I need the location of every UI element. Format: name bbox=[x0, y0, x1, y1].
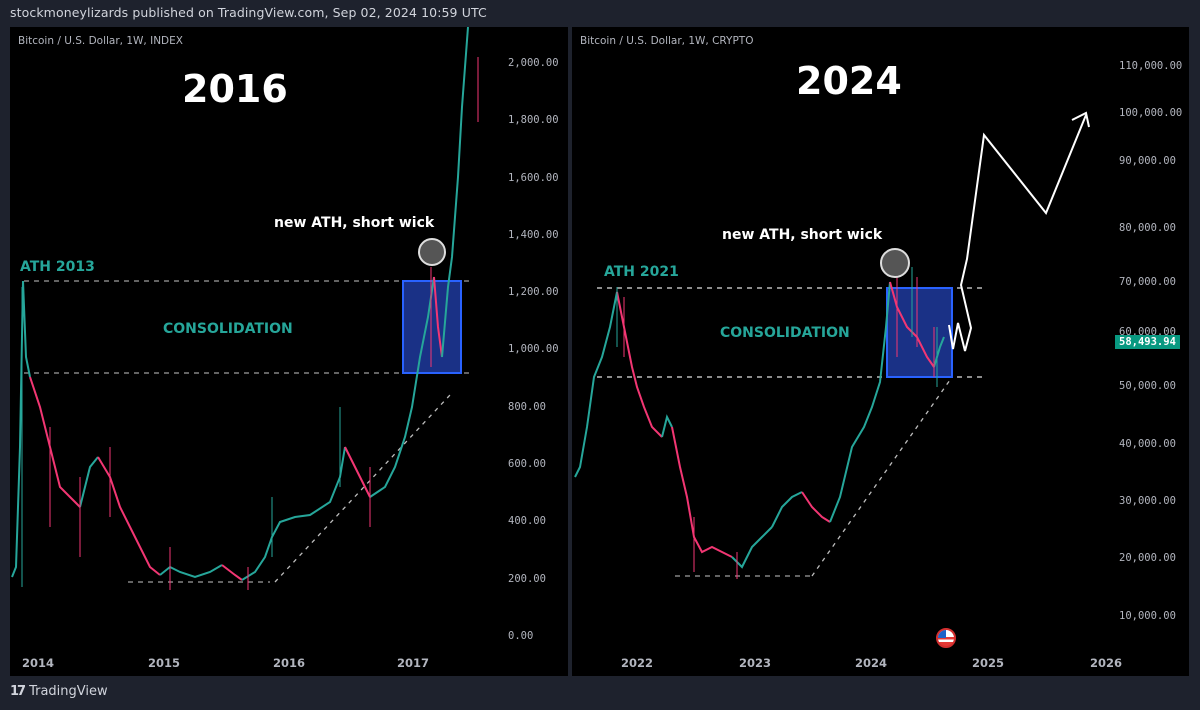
y-tick: 110,000.00 bbox=[1119, 60, 1183, 72]
y-tick: 200.00 bbox=[508, 573, 546, 585]
x-tick: 2016 bbox=[273, 656, 306, 670]
x-tick: 2024 bbox=[855, 656, 888, 670]
new-ath-label: new ATH, short wick bbox=[274, 215, 435, 231]
year-title: 2016 bbox=[182, 67, 288, 111]
ath-label: ATH 2021 bbox=[604, 264, 679, 280]
arrow-head bbox=[1071, 111, 1090, 128]
symbol-label: Bitcoin / U.S. Dollar, 1W, INDEX bbox=[18, 35, 183, 47]
x-tick: 2015 bbox=[148, 656, 181, 670]
candlestick-chart-2016[interactable] bbox=[10, 27, 568, 676]
new-ath-circle bbox=[880, 248, 910, 278]
y-tick: 800.00 bbox=[508, 401, 546, 413]
x-tick: 2025 bbox=[972, 656, 1005, 670]
us-flag-event-icon[interactable] bbox=[936, 628, 956, 648]
y-tick: 40,000.00 bbox=[1119, 438, 1176, 450]
y-tick: 400.00 bbox=[508, 515, 546, 527]
ath-label: ATH 2013 bbox=[20, 259, 95, 275]
y-tick: 1,600.00 bbox=[508, 172, 559, 184]
x-tick: 2014 bbox=[22, 656, 55, 670]
x-tick: 2022 bbox=[621, 656, 654, 670]
y-tick: 70,000.00 bbox=[1119, 276, 1176, 288]
y-tick: 50,000.00 bbox=[1119, 380, 1176, 392]
y-tick: 1,200.00 bbox=[508, 286, 559, 298]
y-tick: 1,400.00 bbox=[508, 229, 559, 241]
y-tick: 10,000.00 bbox=[1119, 610, 1176, 622]
chart-panel-2024[interactable]: Bitcoin / U.S. Dollar, 1W, CRYPTO 2024 A… bbox=[572, 27, 1189, 676]
y-tick: 0.00 bbox=[508, 630, 534, 642]
x-tick: 2026 bbox=[1090, 656, 1123, 670]
last-price-tag: 58,493.94 bbox=[1115, 335, 1180, 349]
chart-panel-2016[interactable]: Bitcoin / U.S. Dollar, 1W, INDEX 2016 AT… bbox=[10, 27, 568, 676]
y-tick: 600.00 bbox=[508, 458, 546, 470]
y-tick: 2,000.00 bbox=[508, 57, 559, 69]
y-tick: 30,000.00 bbox=[1119, 495, 1176, 507]
x-tick: 2023 bbox=[739, 656, 772, 670]
year-title: 2024 bbox=[796, 59, 902, 103]
publish-header: stockmoneylizards published on TradingVi… bbox=[10, 5, 487, 20]
consolidation-label: CONSOLIDATION bbox=[720, 325, 850, 341]
y-tick: 100,000.00 bbox=[1119, 107, 1183, 119]
projection-path bbox=[948, 114, 1087, 352]
footer-branding[interactable]: 17 TradingView bbox=[10, 684, 108, 699]
y-tick: 80,000.00 bbox=[1119, 222, 1176, 234]
tradingview-logo-icon: 17 bbox=[10, 684, 26, 699]
y-tick: 90,000.00 bbox=[1119, 155, 1176, 167]
x-tick: 2017 bbox=[397, 656, 430, 670]
new-ath-circle bbox=[418, 238, 446, 266]
y-tick: 20,000.00 bbox=[1119, 552, 1176, 564]
y-tick: 1,000.00 bbox=[508, 343, 559, 355]
consolidation-label: CONSOLIDATION bbox=[163, 321, 293, 337]
candlestick-chart-2024[interactable] bbox=[572, 27, 1189, 676]
tradingview-brand: TradingView bbox=[29, 684, 108, 699]
y-tick: 1,800.00 bbox=[508, 114, 559, 126]
symbol-label: Bitcoin / U.S. Dollar, 1W, CRYPTO bbox=[580, 35, 754, 47]
new-ath-label: new ATH, short wick bbox=[722, 227, 883, 243]
